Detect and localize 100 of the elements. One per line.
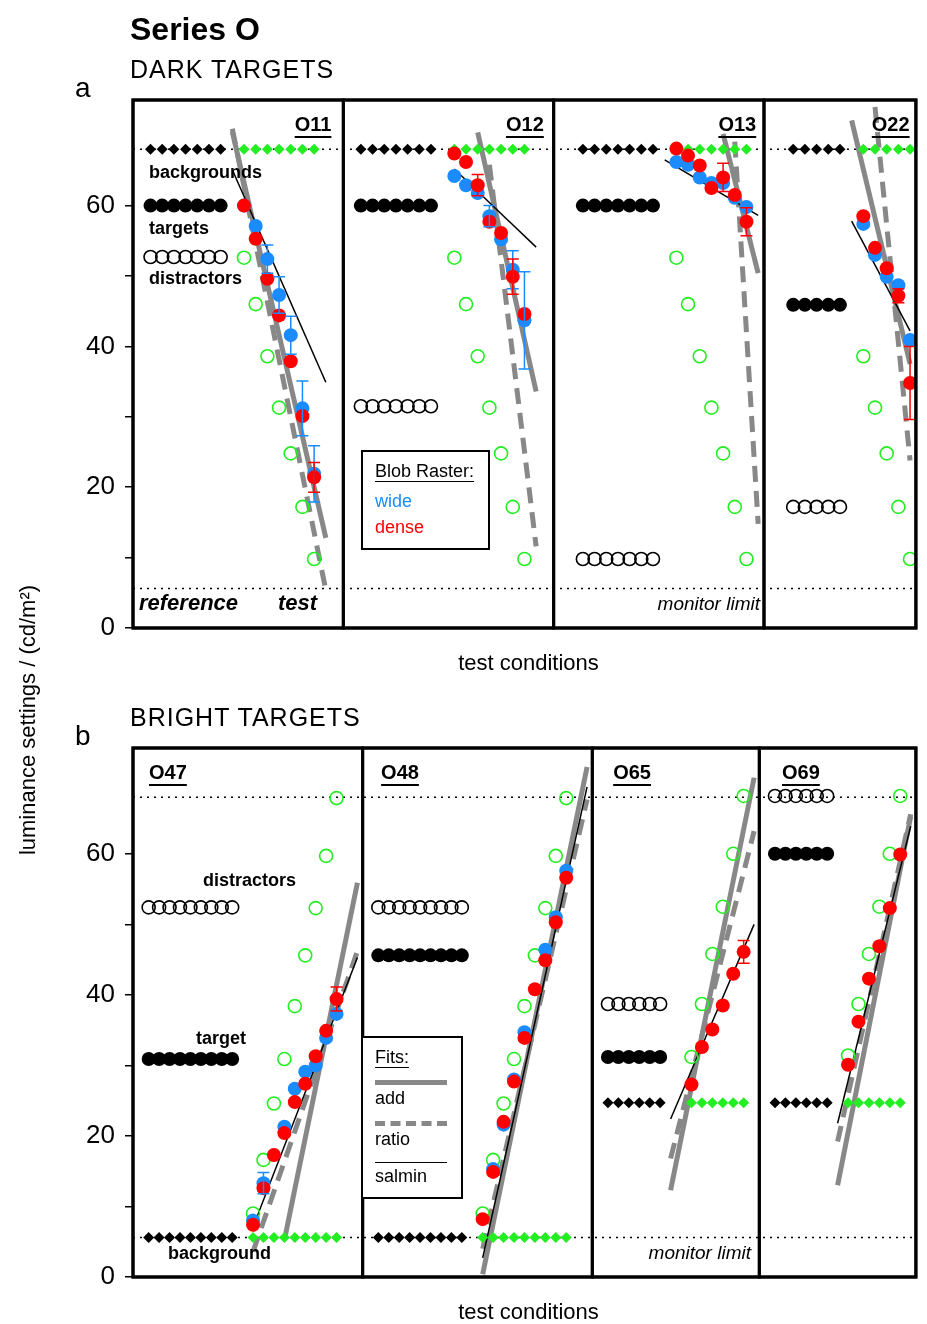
annotation: background <box>168 1242 272 1264</box>
legend-title: Blob Raster: <box>375 460 475 483</box>
point <box>740 143 752 155</box>
point <box>820 499 836 515</box>
point <box>669 141 684 156</box>
point <box>353 398 369 414</box>
point <box>402 900 417 915</box>
point <box>285 143 297 155</box>
point <box>278 1232 290 1243</box>
point <box>145 143 157 155</box>
y-tick-label: 20 <box>86 1119 115 1150</box>
point <box>684 1049 699 1065</box>
y-tick-label: 20 <box>86 470 115 501</box>
point <box>809 788 825 804</box>
point <box>694 143 706 155</box>
point <box>832 499 848 515</box>
y-tick-label: 40 <box>86 978 115 1009</box>
point <box>715 446 731 461</box>
y-tick-label: 0 <box>100 1260 115 1291</box>
point <box>891 499 906 515</box>
point <box>459 178 474 193</box>
point <box>166 198 181 213</box>
point <box>611 996 626 1012</box>
point <box>893 847 908 862</box>
point <box>508 1232 520 1243</box>
point <box>260 348 275 364</box>
point <box>645 551 661 567</box>
point <box>372 1232 384 1243</box>
annotation: targets <box>149 217 210 239</box>
point <box>331 1232 343 1243</box>
point <box>283 354 298 369</box>
point <box>308 1049 323 1064</box>
point <box>447 169 462 184</box>
point <box>248 231 263 246</box>
point <box>250 143 262 155</box>
point <box>224 900 240 915</box>
point <box>268 1232 280 1243</box>
annotation: O65 <box>613 760 651 784</box>
point <box>299 1232 311 1243</box>
point <box>248 219 263 234</box>
point <box>283 446 299 461</box>
point <box>402 143 414 155</box>
point <box>257 1232 269 1243</box>
text: wide <box>375 490 414 513</box>
point <box>692 158 707 173</box>
point <box>376 398 392 414</box>
point <box>726 966 741 981</box>
point <box>841 1057 856 1072</box>
point <box>736 788 751 804</box>
point <box>458 296 474 312</box>
point <box>435 1232 447 1243</box>
point <box>178 249 193 265</box>
point <box>669 154 684 169</box>
point <box>260 252 275 267</box>
point <box>459 154 474 169</box>
point <box>589 143 601 155</box>
legend-label: ratio <box>375 1128 411 1151</box>
point <box>506 1051 522 1067</box>
annotation: distractors <box>149 267 243 289</box>
point <box>162 900 177 915</box>
point <box>577 143 589 155</box>
annotation: O12 <box>506 112 544 136</box>
text: a <box>75 71 91 105</box>
chart-subtitle: DARK TARGETS <box>130 54 335 84</box>
point <box>277 1051 292 1067</box>
point <box>283 328 298 343</box>
point <box>493 446 509 461</box>
point <box>685 1097 697 1109</box>
point <box>527 982 542 997</box>
point <box>413 143 425 155</box>
point <box>215 143 227 155</box>
point <box>623 1097 635 1109</box>
point <box>884 1097 896 1109</box>
point <box>873 1097 885 1109</box>
point <box>778 788 793 804</box>
point <box>190 198 205 213</box>
point <box>652 996 668 1012</box>
point <box>189 249 205 265</box>
ref-line-label: monitor limit <box>648 1242 752 1264</box>
point <box>786 297 801 312</box>
point <box>174 1232 186 1243</box>
x-axis-title: test conditions <box>457 650 600 675</box>
point <box>495 143 507 155</box>
point <box>308 143 320 155</box>
point <box>684 1077 699 1092</box>
point <box>517 1030 532 1045</box>
point <box>496 1096 511 1111</box>
point <box>894 1097 906 1109</box>
y-tick-label: 0 <box>100 611 115 642</box>
point <box>273 143 285 155</box>
point <box>654 1097 666 1109</box>
point <box>378 143 390 155</box>
point <box>517 551 532 567</box>
point <box>477 1232 489 1243</box>
point <box>863 1097 875 1109</box>
point <box>203 143 215 155</box>
point <box>498 1232 510 1243</box>
point <box>856 209 871 224</box>
point <box>558 790 574 806</box>
annotation: O22 <box>871 112 910 136</box>
